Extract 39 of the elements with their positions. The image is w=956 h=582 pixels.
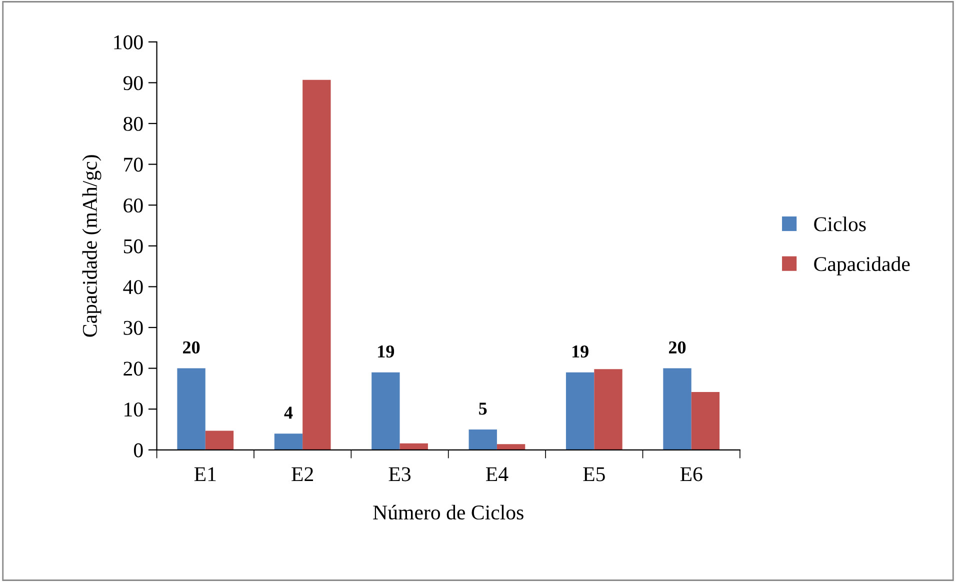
data-label: 19 (378, 345, 394, 358)
x-axis-title: Número de Ciclos (373, 504, 524, 520)
y-tick-label: 80 (124, 116, 143, 131)
y-tick-label: 50 (124, 239, 143, 254)
y-tick-label: 0 (134, 443, 143, 458)
data-label: 5 (479, 402, 487, 415)
y-tick-label: 40 (123, 280, 143, 294)
y-tick-label: 90 (123, 76, 143, 90)
y-tick-label: 100 (114, 35, 143, 50)
y-tick-label: 10 (124, 402, 143, 417)
x-tick-label: E4 (486, 467, 508, 482)
y-tick-label: 20 (124, 362, 143, 376)
bar (594, 369, 622, 450)
legend-label: Capacidade (814, 256, 910, 276)
bar (177, 368, 206, 450)
bar (496, 444, 526, 450)
data-label: 4 (284, 406, 293, 419)
y-axis-title: Capacidade (mAh/gc) (82, 155, 102, 337)
bar (400, 443, 428, 450)
x-tick-label: E5 (583, 467, 605, 482)
x-tick-label: E3 (388, 467, 411, 482)
legend-label: Ciclos (814, 216, 866, 232)
y-tick-label: 30 (124, 320, 143, 335)
y-tick-label: 60 (124, 198, 143, 213)
bar (468, 429, 497, 450)
bar (205, 430, 234, 450)
data-label: 20 (668, 341, 686, 354)
data-label: 19 (572, 345, 588, 358)
y-tick-label: 70 (124, 158, 143, 172)
bar (663, 368, 692, 450)
bar (691, 392, 720, 450)
x-tick-label: E2 (292, 467, 313, 482)
x-tick-label: E6 (680, 467, 702, 482)
bar (566, 372, 594, 450)
bar (302, 80, 331, 450)
bar (372, 372, 400, 450)
data-label: 20 (183, 341, 200, 354)
bar (274, 434, 303, 450)
x-tick-label: E1 (194, 467, 216, 482)
